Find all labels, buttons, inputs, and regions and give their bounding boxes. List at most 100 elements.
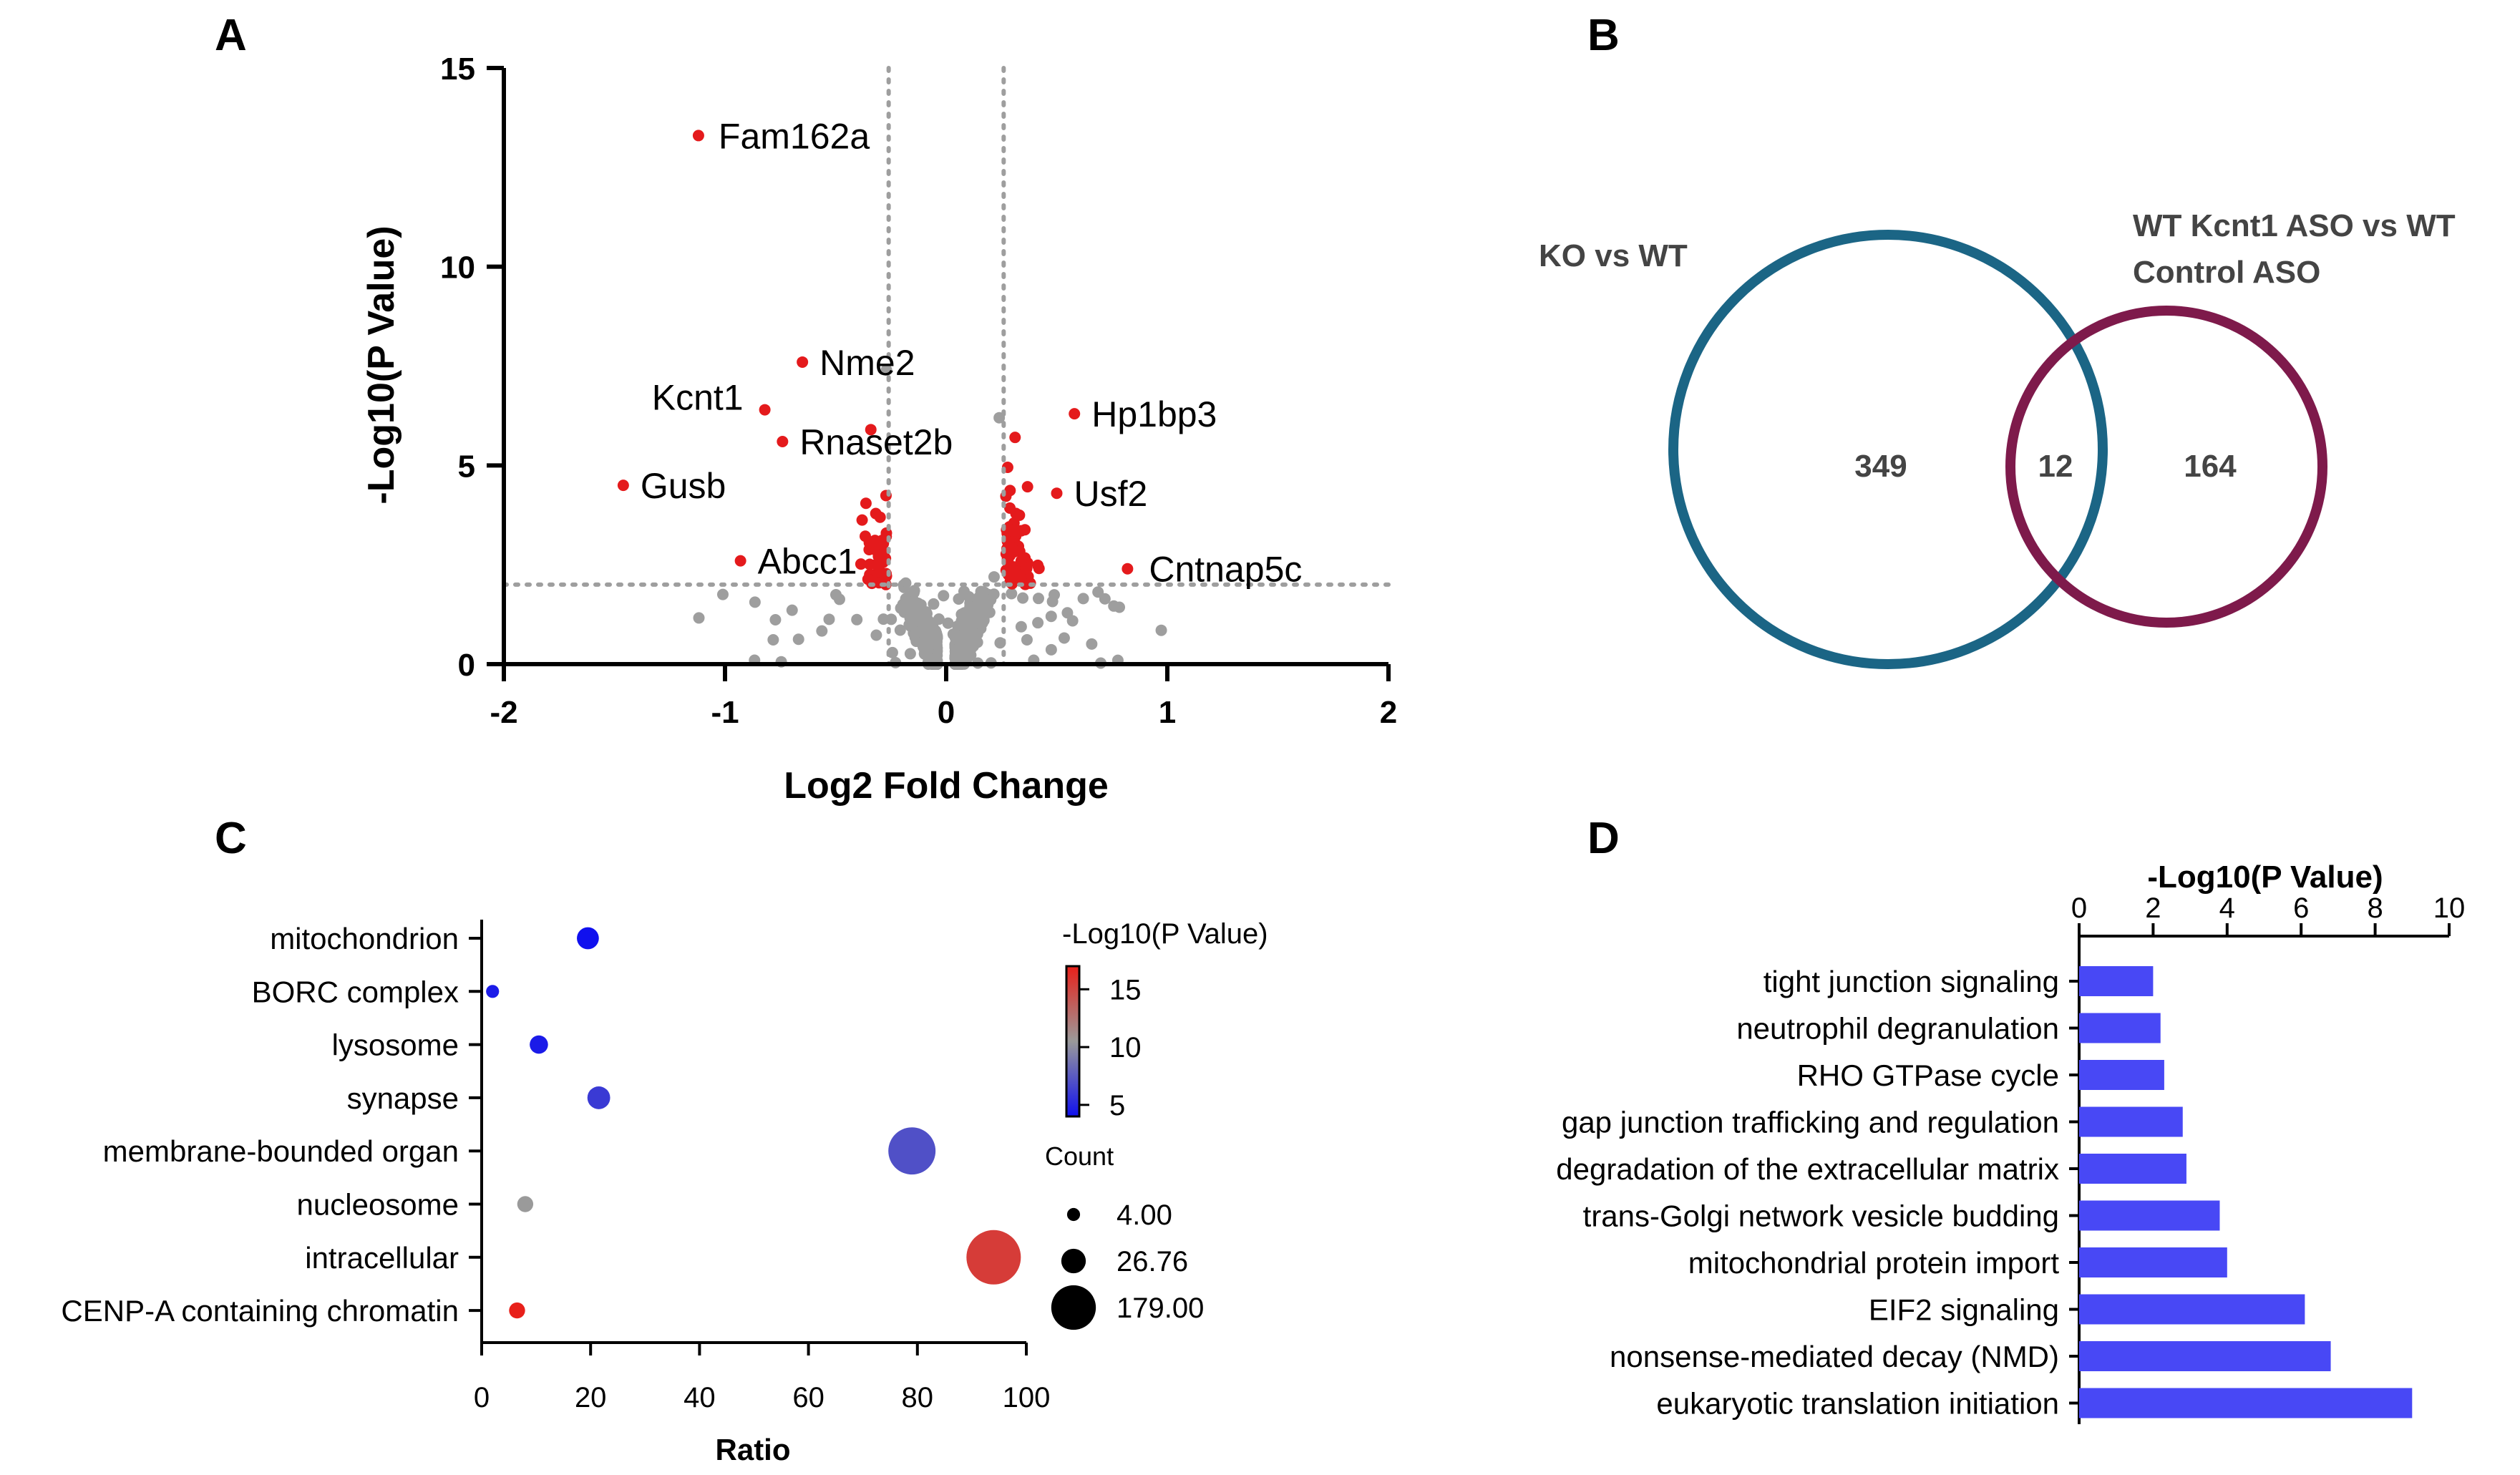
d-x-tick-label: 4	[2219, 892, 2235, 924]
y-axis-title: -Log10(P Value)	[361, 225, 402, 504]
non-significant-point	[1046, 595, 1059, 608]
non-significant-point	[1077, 593, 1089, 605]
d-category-labels: tight junction signaling neutrophil degra…	[1556, 965, 2079, 1421]
x-axis-title: Log2 Fold Change	[784, 765, 1109, 807]
non-significant-point	[963, 590, 975, 603]
c-x-tick-label: 40	[683, 1382, 716, 1413]
panel-label-d: D	[1587, 814, 1620, 863]
gene-label: Abcc1	[758, 542, 857, 582]
significant-point	[872, 549, 885, 561]
panel-label-b: B	[1587, 11, 1620, 60]
d-category-label: RHO GTPase cycle	[1797, 1058, 2059, 1092]
size-legend-title: Count	[1045, 1141, 1114, 1171]
c-category-label: mitochondrion	[270, 922, 459, 955]
d-bars	[2079, 966, 2413, 1418]
non-significant-point	[1058, 632, 1070, 644]
gene-label: Nme2	[819, 343, 915, 383]
non-significant-point	[1086, 638, 1098, 650]
venn-label-ko-vs-wt: KO vs WT	[1539, 238, 1688, 273]
gene-label: Usf2	[1074, 474, 1148, 514]
non-significant-point	[954, 641, 966, 653]
non-significant-point	[894, 624, 906, 636]
significant-point	[864, 558, 876, 570]
venn-count-intersection: 12	[2038, 449, 2073, 484]
d-x-tick-label: 8	[2367, 892, 2383, 924]
non-significant-point	[904, 612, 916, 624]
labeled-gene-point	[617, 480, 629, 492]
x-tick-label: 1	[1159, 695, 1176, 730]
x-tick-label: 2	[1380, 695, 1397, 730]
venn-count-aso-only: 164	[2184, 449, 2237, 484]
labeled-gene-point	[734, 555, 746, 567]
c-category-label: synapse	[347, 1081, 459, 1115]
panel-label-a: A	[215, 11, 247, 60]
non-significant-point	[985, 593, 997, 605]
d-category-label: neutrophil degranulation	[1736, 1012, 2059, 1046]
non-significant-point	[1006, 588, 1018, 600]
gene-label: Cntnap5c	[1149, 550, 1302, 590]
significant-point	[1010, 525, 1022, 537]
d-bar	[2079, 1106, 2183, 1137]
c-category-labels: mitochondrion BORC complex lysosome synapse…	[61, 922, 482, 1328]
c-x-tick-label: 60	[792, 1382, 824, 1413]
non-significant-point	[908, 585, 920, 597]
gene-label: Gusb	[641, 466, 726, 506]
non-significant-point	[938, 590, 950, 602]
c-category-label: BORC complex	[252, 975, 459, 1008]
gene-label: Kcnt1	[652, 378, 744, 418]
labeled-gene-point	[1122, 563, 1134, 575]
non-significant-point	[1021, 633, 1033, 646]
c-x-tick-label: 0	[474, 1382, 490, 1413]
significant-point	[870, 507, 882, 520]
non-significant-point	[953, 593, 965, 605]
c-x-axis-title: Ratio	[716, 1433, 791, 1466]
non-significant-point	[977, 607, 989, 619]
significant-point	[1021, 481, 1033, 493]
size-legend: 4.00 26.76 179.00	[1051, 1199, 1204, 1330]
d-category-label: tight junction signaling	[1763, 965, 2059, 998]
significant-point	[1008, 572, 1020, 584]
panel-label-c: C	[215, 814, 247, 863]
panel-a-volcano-plot: A -2 -1 0 1 2 0 5 10 15 Fam162a Nme2 Kcnt1 Rnaset2…	[215, 11, 1397, 807]
significant-point	[865, 424, 877, 436]
d-x-tick-label: 6	[2293, 892, 2309, 924]
color-legend-tick-label: 10	[1109, 1032, 1142, 1063]
d-x-tick-label: 0	[2071, 892, 2087, 924]
size-legend-marker	[1066, 1207, 1081, 1222]
c-x-tick-label: 100	[1003, 1382, 1051, 1413]
non-significant-point	[851, 613, 863, 625]
size-legend-label: 4.00	[1117, 1199, 1172, 1231]
x-tick-label: -2	[490, 695, 517, 730]
d-bar	[2079, 1247, 2227, 1277]
non-significant-point	[769, 613, 782, 625]
d-category-label: degradation of the extracellular matrix	[1556, 1152, 2059, 1186]
non-significant-point	[693, 612, 705, 624]
significant-point	[1021, 563, 1033, 575]
non-significant-point	[988, 571, 1000, 583]
d-bar	[2079, 1013, 2161, 1043]
c-bubble	[517, 1196, 534, 1212]
non-significant-point	[921, 615, 933, 628]
non-significant-point	[904, 648, 916, 660]
non-significant-point	[1108, 600, 1120, 612]
non-significant-point	[913, 605, 925, 617]
d-bar	[2079, 1341, 2331, 1371]
non-significant-point	[749, 596, 761, 608]
non-significant-point	[966, 613, 978, 625]
d-x-axis-ticks: 0 2 4 6 8 10	[2071, 892, 2465, 936]
labeled-gene-point	[777, 436, 789, 448]
significant-point	[860, 497, 872, 510]
c-bubble	[486, 985, 500, 998]
labeled-gene-point	[692, 130, 704, 142]
gene-label: Hp1bp3	[1091, 394, 1217, 434]
color-legend-bar	[1065, 965, 1081, 1118]
labeled-gene-point	[1069, 408, 1081, 420]
significant-point	[1013, 509, 1026, 521]
significant-point	[1009, 432, 1021, 444]
y-tick-label: 10	[440, 250, 475, 286]
non-significant-point	[1045, 610, 1057, 623]
non-significant-point	[942, 617, 954, 629]
c-bubble	[888, 1127, 936, 1175]
x-tick-label: -1	[711, 695, 739, 730]
color-legend-tick-label: 15	[1109, 974, 1142, 1006]
